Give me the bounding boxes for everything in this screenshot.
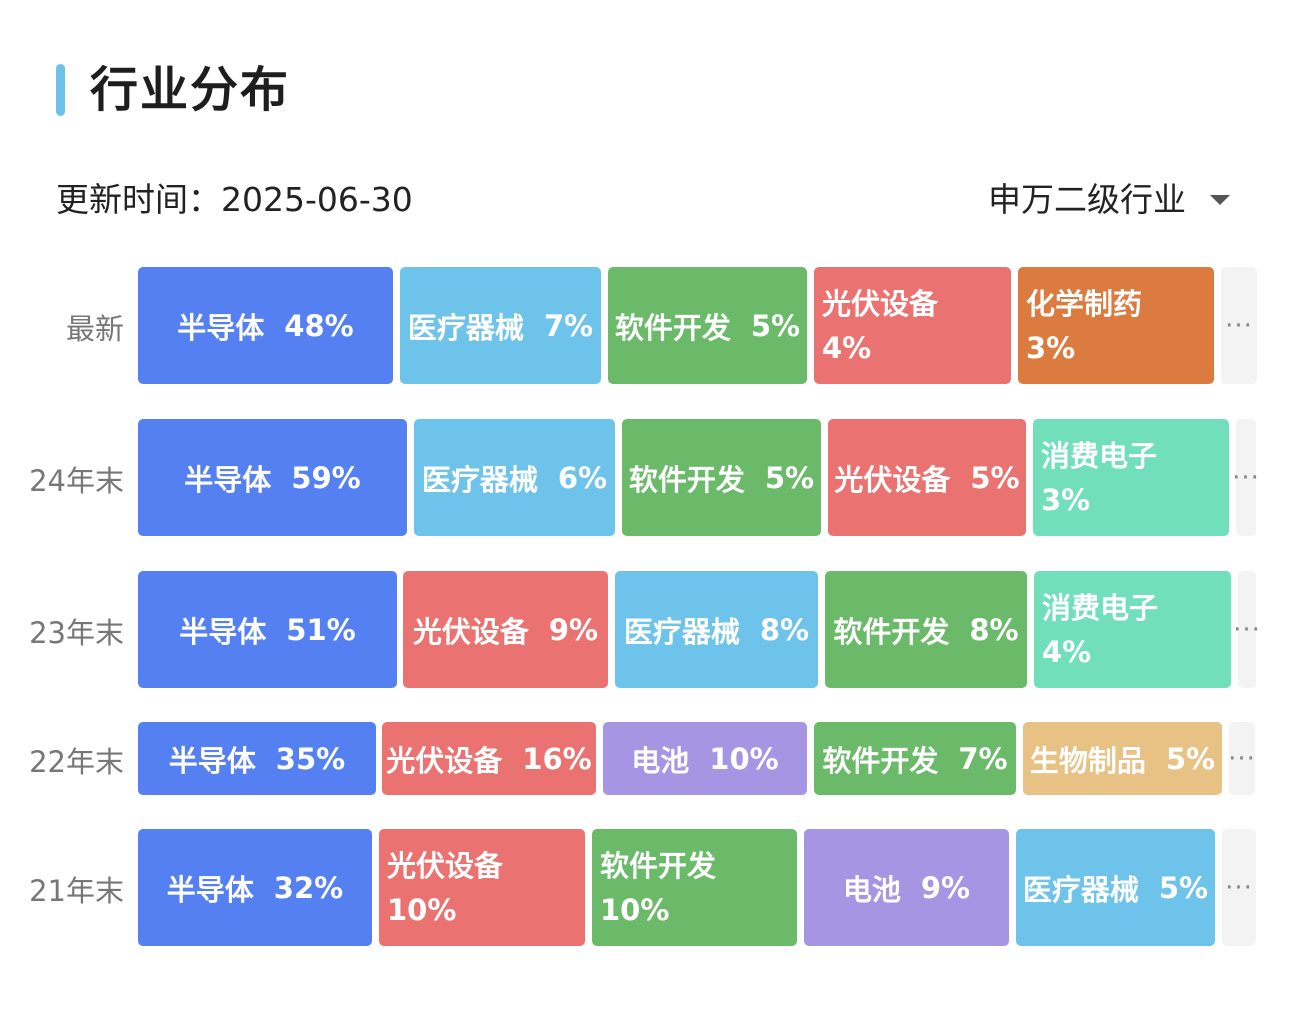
industry-segment[interactable]: 半导体 48% xyxy=(138,267,393,384)
more-industries-button[interactable]: ··· xyxy=(1232,419,1259,536)
segment-industry-name: 软件开发 xyxy=(833,614,950,649)
segment-industry-name: 医疗器械 xyxy=(1022,872,1139,907)
segment-percentage: 48% xyxy=(284,308,354,343)
segment-industry-name: 医疗器械 xyxy=(421,462,538,497)
segment-percentage: 8% xyxy=(759,612,810,647)
row-1: 24年末 半导体 59% 医疗器械 6% 软件开发 5% 光伏设备 5% 消费电子 3% ··· xyxy=(0,419,1290,536)
segment-percentage: 7% xyxy=(543,308,594,343)
segment-industry-name: 半导体 xyxy=(177,310,265,345)
segment-percentage: 4% xyxy=(1042,634,1092,669)
more-industries-button[interactable]: ··· xyxy=(1228,722,1255,795)
segment-percentage: 16% xyxy=(522,741,592,776)
segment-percentage: 32% xyxy=(273,870,344,905)
more-industries-button[interactable]: ··· xyxy=(1233,571,1260,688)
segment-industry-name: 软件开发 xyxy=(600,848,717,883)
segment-industry-name: 半导体 xyxy=(184,462,272,497)
segment-percentage: 3% xyxy=(1041,482,1091,517)
segment-percentage: 10% xyxy=(600,892,670,927)
segment-industry-name: 化学制药 xyxy=(1026,286,1143,321)
industry-segment[interactable]: 消费电子 4% xyxy=(1034,571,1231,688)
segment-industry-name: 软件开发 xyxy=(628,462,745,497)
segment-percentage: 9% xyxy=(548,612,599,647)
segment-percentage: 10% xyxy=(709,741,779,776)
segment-percentage: 51% xyxy=(286,612,356,647)
industry-segment[interactable]: 光伏设备 4% xyxy=(814,267,1011,384)
segment-industry-name: 光伏设备 xyxy=(834,462,951,497)
industry-segment[interactable]: 医疗器械 7% xyxy=(400,267,601,384)
segment-percentage: 5% xyxy=(1165,741,1216,776)
industry-segment[interactable]: 光伏设备 5% xyxy=(828,419,1026,536)
segment-percentage: 6% xyxy=(557,460,608,495)
segment-industry-name: 医疗器械 xyxy=(623,614,740,649)
segment-percentage: 3% xyxy=(1026,330,1076,365)
industry-segment[interactable]: 化学制药 3% xyxy=(1018,267,1214,384)
segment-percentage: 59% xyxy=(291,460,361,495)
title-accent-bar xyxy=(56,64,65,116)
industry-segment[interactable]: 光伏设备 16% xyxy=(382,722,596,795)
row-label: 最新 xyxy=(65,312,124,346)
industry-segment[interactable]: 医疗器械 6% xyxy=(414,419,615,536)
segment-industry-name: 光伏设备 xyxy=(387,848,504,883)
row-4: 21年末 半导体 32% 光伏设备 10% 软件开发 10% 电池 9% 医疗器械 5% ··· xyxy=(0,829,1290,946)
page-title: 行业分布 xyxy=(90,62,291,118)
segment-percentage: 4% xyxy=(822,330,872,365)
segment-industry-name: 医疗器械 xyxy=(407,310,524,345)
segment-industry-name: 消费电子 xyxy=(1041,438,1158,473)
classifier-label: 申万二级行业 xyxy=(988,180,1186,219)
row-label: 24年末 xyxy=(29,464,124,498)
industry-segment[interactable]: 半导体 59% xyxy=(138,419,407,536)
segment-industry-name: 光伏设备 xyxy=(412,614,529,649)
industry-segment[interactable]: 软件开发 7% xyxy=(814,722,1016,795)
segment-industry-name: 电池 xyxy=(842,872,901,907)
segment-industry-name: 光伏设备 xyxy=(822,286,939,321)
industry-segment[interactable]: 光伏设备 9% xyxy=(403,571,608,688)
segment-industry-name: 软件开发 xyxy=(614,310,731,345)
segment-percentage: 5% xyxy=(970,460,1020,495)
industry-segment[interactable]: 医疗器械 5% xyxy=(1016,829,1215,946)
segment-percentage: 5% xyxy=(1158,870,1209,905)
row-label: 22年末 xyxy=(29,745,124,779)
segment-industry-name: 电池 xyxy=(631,743,690,778)
segment-industry-name: 半导体 xyxy=(168,743,256,778)
industry-segment[interactable]: 电池 10% xyxy=(603,722,807,795)
industry-segment[interactable]: 软件开发 5% xyxy=(608,267,807,384)
segment-percentage: 9% xyxy=(920,870,971,905)
row-0: 最新 半导体 48% 医疗器械 7% 软件开发 5% 光伏设备 4% 化学制药 3% ··· xyxy=(0,267,1290,384)
industry-segment[interactable]: 半导体 35% xyxy=(138,722,376,795)
segment-industry-name: 生物制品 xyxy=(1029,743,1146,778)
more-industries-button[interactable]: ··· xyxy=(1221,267,1257,384)
industry-segment[interactable]: 软件开发 8% xyxy=(825,571,1027,688)
row-3: 22年末 半导体 35% 光伏设备 16% 电池 10% 软件开发 7% 生物制品 5% ··· xyxy=(0,722,1290,795)
industry-segment[interactable]: 医疗器械 8% xyxy=(615,571,818,688)
segment-industry-name: 半导体 xyxy=(166,872,254,907)
segment-percentage: 35% xyxy=(275,741,346,776)
industry-segment[interactable]: 生物制品 5% xyxy=(1023,722,1222,795)
row-2: 23年末 半导体 51% 光伏设备 9% 医疗器械 8% 软件开发 8% 消费电子 4% ··· xyxy=(0,571,1290,688)
row-label: 23年末 xyxy=(29,616,124,650)
segment-industry-name: 半导体 xyxy=(179,614,267,649)
segment-percentage: 8% xyxy=(969,612,1019,647)
segment-percentage: 5% xyxy=(750,308,801,343)
update-time-label: 更新时间：2025-06-30 xyxy=(56,180,413,219)
industry-segment[interactable]: 消费电子 3% xyxy=(1033,419,1229,536)
industry-segment[interactable]: 电池 9% xyxy=(804,829,1009,946)
segment-industry-name: 消费电子 xyxy=(1042,590,1159,625)
segment-percentage: 7% xyxy=(958,741,1008,776)
industry-segment[interactable]: 半导体 51% xyxy=(138,571,397,688)
caret-down-icon xyxy=(1210,195,1230,205)
segment-percentage: 5% xyxy=(764,460,815,495)
more-industries-button[interactable]: ··· xyxy=(1222,829,1256,946)
industry-classifier-dropdown[interactable]: 申万二级行业 xyxy=(988,178,1230,222)
industry-segment[interactable]: 软件开发 5% xyxy=(622,419,821,536)
segment-percentage: 10% xyxy=(387,892,457,927)
industry-segment[interactable]: 软件开发 10% xyxy=(592,829,797,946)
industry-segment[interactable]: 光伏设备 10% xyxy=(379,829,585,946)
segment-industry-name: 软件开发 xyxy=(822,743,939,778)
segment-industry-name: 光伏设备 xyxy=(386,743,503,778)
industry-segment[interactable]: 半导体 32% xyxy=(138,829,372,946)
row-label: 21年末 xyxy=(29,874,124,908)
